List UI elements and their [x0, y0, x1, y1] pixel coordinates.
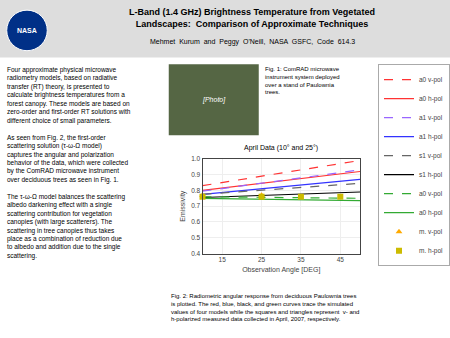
svg-text:a0 h-pol: a0 h-pol [419, 209, 443, 217]
svg-text:Fig. 1: ComRAD microwaveinstru: Fig. 1: ComRAD microwaveinstrument syste… [265, 66, 340, 95]
svg-text:15: 15 [219, 256, 227, 263]
svg-text:0.8: 0.8 [191, 187, 200, 194]
svg-text:April Data (10° and 25°): April Data (10° and 25°) [244, 144, 318, 152]
svg-text:Emissivity: Emissivity [179, 190, 187, 222]
svg-text:s1 v-pol: s1 v-pol [419, 152, 442, 160]
svg-text:m. h-pol: m. h-pol [419, 247, 443, 255]
svg-text:a0 v-pol: a0 v-pol [419, 76, 443, 84]
svg-text:45: 45 [337, 256, 345, 263]
svg-text:s1 h-pol: s1 h-pol [419, 171, 443, 179]
svg-text:L-Band (1.4 GHz) Brightness Te: L-Band (1.4 GHz) Brightness Temperature … [129, 7, 375, 29]
svg-text:Observation Angle [DEG]: Observation Angle [DEG] [242, 266, 320, 274]
svg-text:0.9: 0.9 [191, 171, 200, 178]
svg-text:NASA: NASA [17, 27, 37, 34]
svg-text:a1 v-pol: a1 v-pol [419, 114, 443, 122]
svg-text:Fig. 2: Radiometric angular re: Fig. 2: Radiometric angular response fro… [171, 293, 359, 322]
svg-text:m. v-pol: m. v-pol [419, 228, 443, 236]
svg-text:Four approximate physical micr: Four approximate physical microwaveradio… [7, 66, 131, 260]
svg-text:1.0: 1.0 [191, 155, 200, 162]
svg-text:0.6: 0.6 [191, 218, 200, 225]
svg-text:0.4: 0.4 [191, 250, 200, 257]
svg-text:a1 h-pol: a1 h-pol [419, 133, 443, 141]
svg-text:a0 h-pol: a0 h-pol [419, 95, 443, 103]
svg-text:35: 35 [297, 256, 305, 263]
svg-text:0.7: 0.7 [191, 202, 200, 209]
svg-text:0.5: 0.5 [191, 234, 200, 241]
svg-text:[Photo]: [Photo] [202, 96, 226, 104]
svg-text:a0 v-pol: a0 v-pol [419, 190, 443, 198]
svg-text:25: 25 [258, 256, 266, 263]
svg-text:Mehmet Kurum and Peggy O'N: Mehmet Kurum and Peggy O'Neill, NASA GSF… [150, 38, 355, 46]
